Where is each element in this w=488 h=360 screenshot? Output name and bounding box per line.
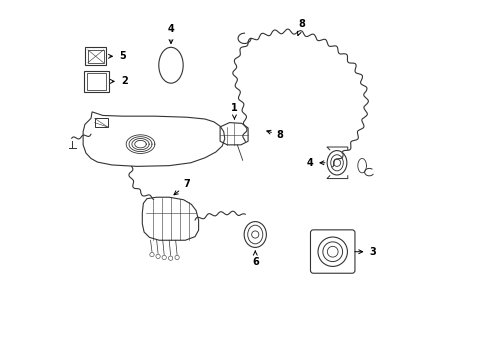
Text: 4: 4 (167, 24, 174, 44)
Text: 1: 1 (231, 103, 237, 119)
Text: 3: 3 (354, 247, 375, 257)
Text: 7: 7 (174, 179, 190, 195)
Text: 8: 8 (266, 130, 283, 140)
Text: 2: 2 (110, 76, 127, 86)
Text: 4: 4 (306, 158, 324, 168)
Text: 5: 5 (108, 51, 125, 61)
Text: 6: 6 (251, 251, 258, 267)
Text: 8: 8 (297, 19, 305, 36)
